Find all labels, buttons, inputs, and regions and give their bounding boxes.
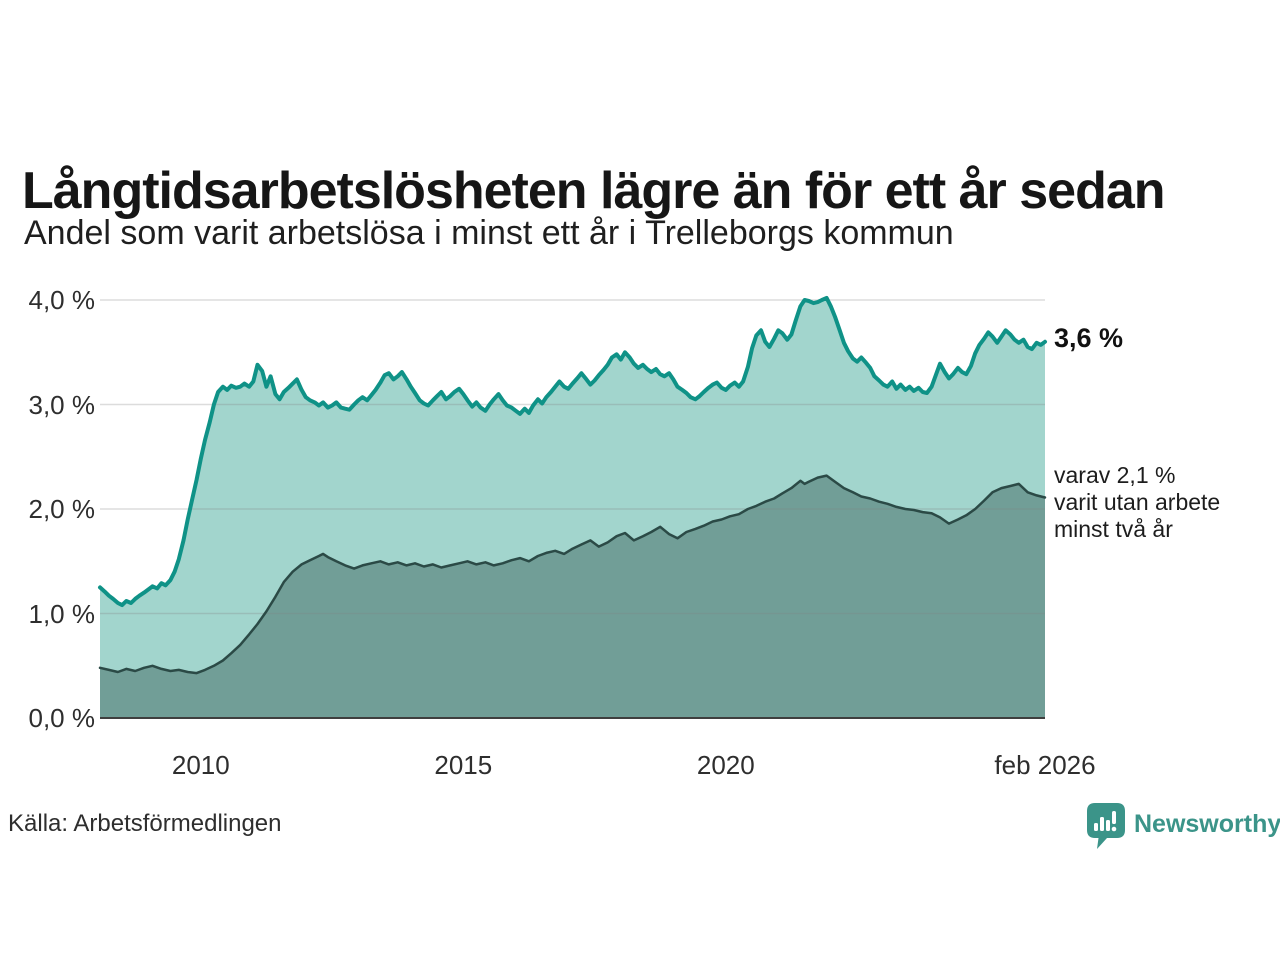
x-tick-label: 2010 (171, 750, 230, 780)
two-year-annotation-line1: varav 2,1 % (1054, 462, 1176, 488)
x-tick-label: 2020 (696, 750, 755, 780)
y-tick-label: 1,0 % (28, 598, 96, 629)
latest-value-label: 3,6 % (1054, 323, 1124, 353)
y-tick-label: 4,0 % (28, 285, 96, 315)
area-fill (100, 475, 1045, 718)
newsworthy-logo-icon (1087, 803, 1125, 849)
chart-subtitle: Andel som varit arbetslösa i minst ett å… (24, 214, 954, 252)
y-tick-label: 2,0 % (28, 494, 96, 524)
x-tick-label: 2015 (434, 750, 493, 780)
two-year-annotation-line2: varit utan arbete (1054, 489, 1221, 515)
two-year-annotation-line3: minst två år (1054, 516, 1173, 542)
y-tick-label: 3,0 % (28, 389, 96, 420)
x-tick-label: feb 2026 (994, 750, 1096, 780)
two-year-annotation: varav 2,1 % varit utan arbete minst två … (1054, 462, 1220, 543)
series-line (98, 474, 1047, 675)
page-title: Långtidsarbetslösheten lägre än för ett … (22, 161, 1166, 220)
newsworthy-brand-name: Newsworthy (1134, 810, 1280, 838)
newsworthy-brand: Newsworthy (1086, 802, 1280, 850)
series-line (98, 295, 1047, 608)
source-note: Källa: Arbetsförmedlingen (8, 810, 282, 837)
y-tick-label: 0,0 % (28, 703, 96, 733)
